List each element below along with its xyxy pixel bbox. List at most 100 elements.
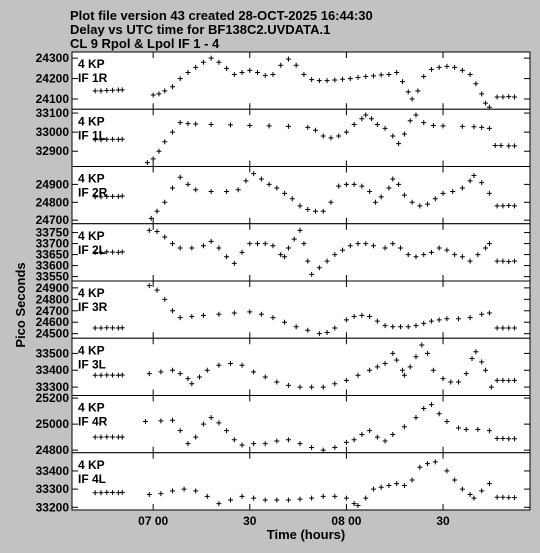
data-point (158, 418, 164, 424)
data-point (475, 252, 481, 258)
data-point (512, 258, 518, 264)
data-point (270, 315, 276, 321)
data-point (483, 367, 489, 373)
data-point (262, 497, 268, 503)
panel-frame (71, 108, 531, 167)
data-point (110, 372, 116, 378)
data-point (312, 208, 318, 214)
data-point (506, 325, 512, 331)
data-point (409, 477, 415, 483)
data-point (421, 320, 427, 326)
data-point (343, 495, 349, 501)
data-point (110, 249, 116, 255)
data-point (208, 122, 214, 128)
data-point (144, 160, 150, 166)
data-point (479, 180, 485, 186)
data-point (488, 384, 494, 390)
data-point (355, 75, 361, 81)
data-point (320, 447, 326, 453)
panel-label-if: IF 4L (78, 472, 106, 486)
y-tick-label: 24700 (36, 213, 70, 227)
data-point (512, 325, 518, 331)
data-point (239, 69, 245, 75)
data-point (255, 69, 261, 75)
data-point (305, 206, 311, 212)
data-point (110, 87, 116, 93)
data-point (142, 419, 148, 425)
data-point (262, 241, 268, 247)
data-point (243, 178, 249, 184)
data-point (247, 67, 253, 73)
data-point (193, 488, 199, 494)
data-point (390, 350, 396, 356)
data-point (274, 438, 280, 444)
data-point (367, 189, 373, 195)
data-point (486, 481, 492, 487)
y-tick-label: 33200 (36, 500, 70, 514)
data-point (444, 63, 450, 69)
data-point (177, 428, 183, 434)
data-point (119, 434, 125, 440)
data-point (324, 78, 330, 84)
data-point (216, 362, 222, 368)
data-point (467, 258, 473, 264)
data-point (347, 76, 353, 82)
data-point (177, 120, 183, 126)
data-point (425, 461, 431, 467)
data-point (216, 245, 222, 251)
data-point (382, 125, 388, 131)
data-point (332, 77, 338, 83)
data-point (169, 308, 175, 314)
data-point (407, 364, 413, 370)
data-point (231, 260, 237, 266)
panel-label-if: IF 1R (78, 71, 108, 85)
data-point (444, 247, 450, 253)
data-point (494, 435, 500, 441)
data-point (378, 194, 384, 200)
data-point (98, 88, 104, 94)
data-point (396, 181, 402, 187)
data-point (285, 245, 291, 251)
data-point (293, 62, 299, 68)
data-point (413, 415, 419, 421)
data-point (270, 243, 276, 249)
data-point (177, 245, 183, 251)
panel-label-if: IF 2R (78, 186, 108, 200)
data-point (239, 442, 245, 448)
panel-frame (71, 280, 531, 339)
data-point (262, 73, 268, 79)
data-point (467, 178, 473, 184)
data-point (428, 318, 434, 324)
data-point (483, 245, 489, 251)
data-point (399, 367, 405, 373)
data-point (351, 181, 357, 187)
data-point (471, 495, 477, 501)
data-point (177, 315, 183, 321)
data-point (293, 324, 299, 330)
data-point (405, 324, 411, 330)
data-point (189, 381, 195, 387)
y-tick-label: 33400 (36, 363, 70, 377)
data-point (494, 377, 500, 383)
data-point (278, 62, 284, 68)
data-point (104, 87, 110, 93)
data-point (494, 94, 500, 100)
y-tick-label: 33000 (36, 125, 70, 139)
y-tick-label: 33700 (36, 237, 70, 251)
data-point (320, 384, 326, 390)
data-point (289, 196, 295, 202)
data-point (309, 271, 315, 277)
data-point (328, 199, 334, 205)
data-point (98, 325, 104, 331)
data-point (274, 185, 280, 191)
data-point (340, 247, 346, 253)
data-point (436, 411, 442, 417)
data-point (266, 123, 272, 129)
y-tick-label: 24300 (36, 51, 70, 65)
data-point (146, 492, 152, 498)
data-point (486, 428, 492, 434)
data-point (498, 143, 504, 149)
